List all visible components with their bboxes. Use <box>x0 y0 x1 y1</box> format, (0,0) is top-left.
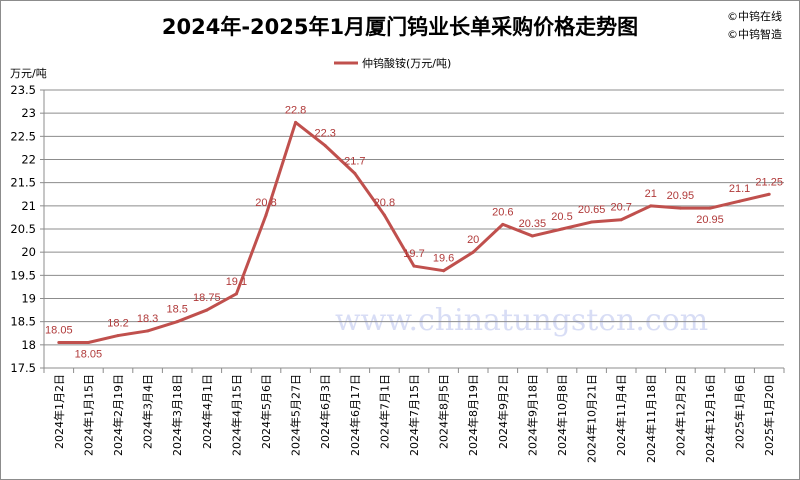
x-tick-label: 2024年7月15日 <box>407 374 421 456</box>
data-label: 20.8 <box>255 197 276 209</box>
y-tick-label: 21.5 <box>10 176 36 190</box>
data-point <box>382 213 386 217</box>
y-tick-label: 18.5 <box>10 315 36 329</box>
data-point <box>116 334 120 338</box>
credit-2: ©中钨智造 <box>727 27 782 41</box>
data-label: 22.3 <box>314 128 335 140</box>
data-point <box>708 206 712 210</box>
data-point <box>294 120 298 124</box>
data-label: 21 <box>645 188 657 200</box>
y-tick-label: 18 <box>21 338 36 352</box>
data-label: 20.6 <box>492 206 513 218</box>
x-tick-label: 2024年1月2日 <box>52 374 66 449</box>
x-tick-label: 2024年6月3日 <box>318 374 332 449</box>
x-tick-label: 2024年11月18日 <box>644 374 658 463</box>
data-point <box>471 250 475 254</box>
legend-label: 仲钨酸铵(万元/吨) <box>362 56 451 70</box>
y-tick-label: 17.5 <box>10 361 36 375</box>
data-label: 20.7 <box>610 202 631 214</box>
y-tick-label: 19 <box>21 292 36 306</box>
data-label: 18.05 <box>45 325 73 337</box>
data-label: 20.5 <box>551 211 572 223</box>
data-point <box>205 308 209 312</box>
data-point <box>738 199 742 203</box>
data-point <box>412 264 416 268</box>
x-tick-label: 2024年5月6日 <box>259 374 273 449</box>
y-tick-label: 19.5 <box>10 268 36 282</box>
data-label: 19.6 <box>433 253 454 265</box>
data-label: 20.95 <box>667 190 695 202</box>
y-tick-label: 21 <box>21 199 36 213</box>
data-point <box>353 171 357 175</box>
data-label: 18.5 <box>166 304 187 316</box>
x-tick-label: 2024年12月16日 <box>703 374 717 463</box>
data-point <box>590 220 594 224</box>
x-tick-label: 2024年4月15日 <box>229 374 243 456</box>
data-point <box>767 192 771 196</box>
data-point <box>57 341 61 345</box>
x-tick-label: 2025年1月6日 <box>733 374 747 449</box>
data-point <box>323 144 327 148</box>
data-label: 20.95 <box>696 214 724 226</box>
credit-1: ©中钨在线 <box>727 9 782 23</box>
data-point <box>442 269 446 273</box>
x-tick-label: 2024年4月1日 <box>200 374 214 449</box>
x-tick-label: 2024年7月1日 <box>377 374 391 449</box>
data-label: 22.8 <box>285 104 306 116</box>
data-label: 21.25 <box>755 176 783 188</box>
data-point <box>501 222 505 226</box>
chart-title: 2024年-2025年1月厦门钨业长单采购价格走势图 <box>162 15 638 39</box>
data-label: 20.65 <box>578 204 606 216</box>
x-tick-label: 2024年10月8日 <box>555 374 569 456</box>
x-tick-label: 2025年1月20日 <box>762 374 776 456</box>
data-point <box>264 213 268 217</box>
y-tick-label: 22 <box>21 153 36 167</box>
y-axis-label: 万元/吨 <box>10 67 47 80</box>
x-tick-label: 2024年5月27日 <box>289 374 303 456</box>
x-tick-label: 2024年10月21日 <box>585 374 599 463</box>
data-point <box>234 292 238 296</box>
data-label: 19.1 <box>226 276 247 288</box>
y-tick-label: 20 <box>21 245 36 259</box>
x-tick-label: 2024年9月18日 <box>525 374 539 456</box>
data-label: 20.8 <box>374 197 395 209</box>
data-label: 21.1 <box>729 183 750 195</box>
x-tick-label: 2024年12月2日 <box>673 374 687 456</box>
x-tick-label: 2024年1月15日 <box>81 374 95 456</box>
y-tick-label: 23 <box>21 106 36 120</box>
data-point <box>175 320 179 324</box>
data-point <box>146 329 150 333</box>
data-label: 21.7 <box>344 155 365 167</box>
data-point <box>678 206 682 210</box>
data-label: 18.75 <box>193 292 221 304</box>
data-label: 18.05 <box>75 349 103 361</box>
y-tick-label: 23.5 <box>10 83 36 97</box>
data-point <box>560 227 564 231</box>
data-label: 18.2 <box>107 318 128 330</box>
data-label: 19.7 <box>403 248 424 260</box>
x-tick-label: 2024年9月2日 <box>496 374 510 449</box>
data-label: 20.35 <box>519 218 547 230</box>
data-point <box>86 341 90 345</box>
data-point <box>619 218 623 222</box>
y-tick-label: 22.5 <box>10 129 36 143</box>
x-tick-label: 2024年8月19日 <box>466 374 480 456</box>
data-point <box>649 204 653 208</box>
x-tick-label: 2024年8月5日 <box>437 374 451 449</box>
data-label: 20 <box>467 234 479 246</box>
data-point <box>530 234 534 238</box>
x-tick-label: 2024年3月4日 <box>141 374 155 449</box>
x-tick-label: 2024年2月19日 <box>111 374 125 456</box>
x-tick-label: 2024年11月4日 <box>614 374 628 456</box>
y-tick-label: 20.5 <box>10 222 36 236</box>
data-label: 18.3 <box>137 313 158 325</box>
x-tick-label: 2024年6月17日 <box>348 374 362 456</box>
x-tick-label: 2024年3月18日 <box>170 374 184 456</box>
watermark: www.chinatungsten.com <box>335 303 708 338</box>
